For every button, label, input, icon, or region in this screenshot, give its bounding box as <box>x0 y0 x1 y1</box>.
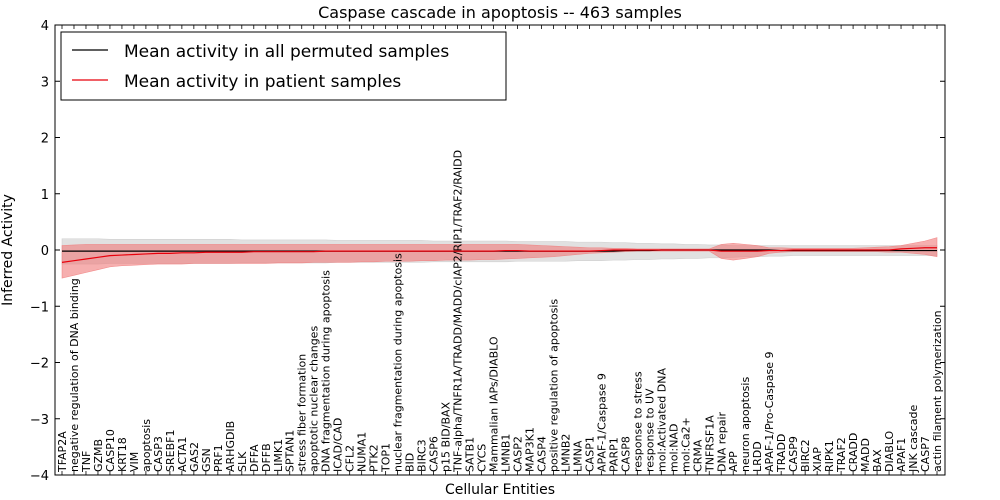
x-tick-label: APAF-1/Caspase 9 <box>595 373 608 472</box>
x-tick-label: nuclear fragmentation during apoptosis <box>392 253 405 472</box>
series-line-patient <box>61 247 937 263</box>
x-tick-label: SLK <box>236 451 249 472</box>
y-tick-label: 2 <box>41 132 49 147</box>
x-tick-label: VIM <box>128 452 141 472</box>
y-tick-label: 3 <box>41 75 49 90</box>
x-tick-label: ICAD/CAD <box>332 418 345 472</box>
x-tick-label: DFFB <box>260 443 273 472</box>
x-tick-label: mol:Activated DNA <box>655 368 668 472</box>
x-tick-label: JNK cascade <box>907 405 920 473</box>
x-axis-title: Cellular Entities <box>445 482 555 498</box>
x-tick-label: GSN <box>200 448 213 472</box>
x-tick-label: SATB1 <box>464 437 477 472</box>
chart-title: Caspase cascade in apoptosis -- 463 samp… <box>318 3 682 22</box>
x-tick-label: negative regulation of DNA binding <box>68 278 81 472</box>
x-tick-label: LMNB1 <box>499 434 512 472</box>
x-tick-label: stress fiber formation <box>296 354 309 472</box>
x-tick-label: mol:NAD <box>667 424 680 472</box>
x-tick-label: SREBF1 <box>164 430 177 472</box>
x-tick-label: TNFRSF1A <box>703 415 716 473</box>
x-tick-label: response to stress <box>631 371 644 472</box>
x-tick-label: APP <box>727 451 740 472</box>
x-tick-label: LMNB2 <box>559 434 572 472</box>
x-tick-label: CRMA <box>691 439 704 472</box>
x-tick-label: CASP9 <box>787 436 800 472</box>
x-tick-label: BAX <box>871 449 884 472</box>
x-tick-label: CASP10 <box>104 429 117 472</box>
x-tick-label: LMNA <box>571 440 584 472</box>
x-tick-label: CASP4 <box>535 436 548 472</box>
x-tick-label: TRADD <box>775 434 788 473</box>
x-tick-label: mol:Ca2+ <box>679 417 692 472</box>
x-tick-label: MAP3K1 <box>523 427 536 472</box>
x-tick-label: response to UV <box>643 388 656 472</box>
x-tick-label: BIRC2 <box>799 439 812 472</box>
x-tick-label: CASP3 <box>152 436 165 472</box>
x-tick-label: apoptotic nuclear changes <box>308 326 321 472</box>
series-lines <box>61 247 937 263</box>
x-tick-label: GAS2 <box>188 442 201 472</box>
x-tick-label: LRDD <box>751 441 764 472</box>
legend: Mean activity in all permuted samples Me… <box>60 31 507 101</box>
x-tick-label: DIABLO <box>883 430 896 472</box>
x-tick-label: DNA repair <box>715 411 728 472</box>
x-tick-label: TNF-alpha/TNFR1A/TRADD/MADD/cIAP2/RIP1/T… <box>452 150 465 473</box>
legend-box <box>60 31 507 101</box>
x-tick-label: NUMA1 <box>356 432 369 472</box>
legend-label-patient: Mean activity in patient samples <box>124 72 401 92</box>
y-tick-label: −2 <box>30 357 49 372</box>
y-tick-label: 4 <box>41 19 49 34</box>
x-tick-label: MADD <box>859 438 872 472</box>
y-axis: −4 −3 −2 −1 0 1 2 3 4 <box>30 19 945 484</box>
x-tick-label: neuron apoptosis <box>739 377 752 472</box>
x-tick-label: KRT18 <box>116 437 129 472</box>
x-tick-label: TFAP2A <box>56 431 69 473</box>
x-tick-label: ACTA1 <box>176 437 189 472</box>
x-tick-label: PRF1 <box>212 444 225 472</box>
x-tick-label: CASP7 <box>919 436 932 472</box>
x-tick-label: CYCS <box>476 444 489 472</box>
y-tick-label: 1 <box>41 188 49 203</box>
x-tick-label: LIMK1 <box>272 439 285 472</box>
x-tick-label: PARP1 <box>607 437 620 472</box>
x-tick-label: apoptosis <box>140 419 153 472</box>
x-tick-label: CASP2 <box>511 436 524 472</box>
x-tick-label: RIPK1 <box>823 440 836 472</box>
x-tick-label: TRAF2 <box>835 437 848 473</box>
x-tick-label: GZMB <box>92 439 105 472</box>
x-tick-label: SPTAN1 <box>284 430 297 472</box>
x-tick-label: DNA fragmentation during apoptosis <box>320 270 333 472</box>
x-tick-label: CFL2 <box>344 445 357 472</box>
x-tick-label: APAF1 <box>895 438 908 472</box>
x-tick-label: ARHGDIB <box>224 421 237 472</box>
y-tick-label: −1 <box>30 300 49 315</box>
x-tick-label: XIAP <box>811 447 824 472</box>
x-tick-label: actin filament polymerization <box>931 310 944 472</box>
x-tick-label: CASP1 <box>583 436 596 472</box>
x-tick-label: CRADD <box>847 433 860 472</box>
x-tick-label: PTK2 <box>368 444 381 472</box>
band-patient <box>61 237 938 279</box>
y-tick-label: −3 <box>30 413 49 428</box>
x-tick-label: CASP6 <box>428 436 441 472</box>
legend-label-permuted: Mean activity in all permuted samples <box>124 42 449 62</box>
x-tick-label: BIRC3 <box>416 439 429 472</box>
x-tick-label: DFFA <box>248 444 261 472</box>
y-axis-title: Inferred Activity <box>0 194 16 306</box>
x-tick-label: BID <box>404 453 417 472</box>
x-tick-label: TOP1 <box>380 443 393 473</box>
y-tick-label: −4 <box>30 469 49 484</box>
x-tick-label: positive regulation of apoptosis <box>547 299 560 472</box>
y-tick-label: 0 <box>41 244 49 259</box>
x-tick-label: TNF <box>80 451 93 473</box>
x-tick-label: p15 BID/BAX <box>440 401 453 472</box>
x-tick-label: CASP8 <box>619 436 632 472</box>
x-tick-label: Mammalian IAPs/DIABLO <box>488 336 501 472</box>
x-tick-label: APAF-1/Pro-Caspase 9 <box>763 352 776 472</box>
